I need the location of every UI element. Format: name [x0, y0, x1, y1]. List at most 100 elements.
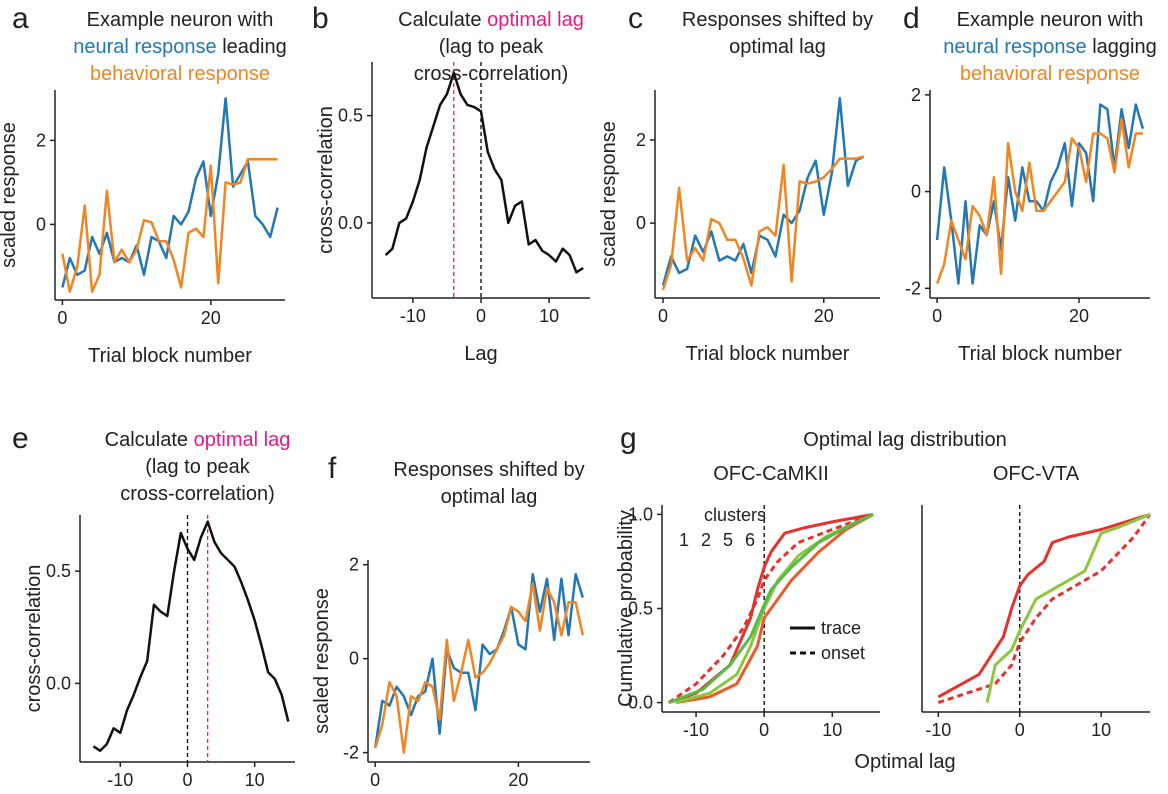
x-tick-label: 0 — [476, 306, 486, 326]
y-axis-label: scaled response — [0, 122, 20, 268]
title: neural response lagging — [943, 36, 1157, 58]
y-tick-label: 0 — [349, 649, 359, 669]
panel-letter: g — [620, 422, 637, 455]
x-tick-label: -10 — [107, 770, 133, 790]
y-axis-label: scaled response — [598, 121, 620, 267]
panel-letter: f — [328, 452, 337, 485]
title-segment: cross-correlation) — [120, 483, 274, 505]
title: Calculate optimal lag — [398, 9, 584, 31]
title-segment: optimal lag — [729, 36, 826, 58]
y-axis-label: cross-correlation — [315, 106, 337, 254]
line-series — [937, 513, 1152, 705]
panel-letter: e — [12, 422, 29, 455]
y-tick-label: 0.5 — [46, 561, 71, 581]
y-tick-label: 1.0 — [628, 504, 653, 524]
title: neural response leading — [73, 36, 287, 58]
line-series — [374, 582, 585, 754]
x-tick-label: 10 — [539, 306, 559, 326]
panel-letter: c — [628, 2, 643, 35]
line-series — [667, 512, 874, 704]
title: (lag to peak — [439, 36, 545, 58]
legend-title: clusters — [704, 505, 766, 525]
title: optimal lag — [729, 36, 826, 58]
title-segment: optimal lag — [487, 9, 584, 31]
title: (lag to peak — [145, 456, 251, 478]
x-tick-label: -10 — [400, 306, 426, 326]
x-tick-label: 0 — [182, 770, 192, 790]
panel-letter: a — [12, 2, 29, 35]
line-series — [373, 572, 584, 749]
line-series — [935, 117, 1143, 284]
title-segment: lagging — [1092, 36, 1157, 58]
title-segment: (lag to peak — [439, 36, 545, 58]
legend-entry: 1 — [679, 530, 689, 550]
title-segment: Example neuron with — [957, 9, 1144, 31]
title-segment: Example neuron with — [87, 9, 274, 31]
title: Calculate optimal lag — [105, 429, 291, 451]
line-series — [985, 513, 1151, 703]
x-tick-label: 20 — [1069, 306, 1089, 326]
y-tick-label: -2 — [905, 278, 921, 298]
title: cross-correlation) — [414, 63, 568, 85]
title-segment: behavioral response — [960, 63, 1140, 85]
y-axis-label: Cumulative probability — [615, 510, 637, 707]
legend-entry: 5 — [723, 530, 733, 550]
y-tick-label: 0.0 — [338, 213, 363, 233]
title-segment: Responses shifted by — [393, 459, 584, 481]
x-tick-label: 0 — [658, 306, 668, 326]
line-series — [937, 512, 1151, 699]
x-tick-label: 0 — [1015, 720, 1025, 740]
title-segment: optimal lag — [441, 486, 538, 508]
y-tick-label: 2 — [36, 130, 46, 150]
y-tick-label: 0.5 — [628, 599, 653, 619]
x-tick-label: 0 — [57, 308, 67, 328]
x-axis-label: Trial block number — [958, 343, 1122, 365]
y-axis-label: scaled response — [311, 588, 333, 734]
y-tick-label: 0 — [36, 214, 46, 234]
line-series — [384, 71, 584, 274]
y-tick-label: 0 — [911, 182, 921, 202]
y-tick-label: 0 — [636, 213, 646, 233]
line-series — [61, 97, 279, 288]
title-segment: optimal lag — [194, 429, 291, 451]
line-series — [661, 97, 865, 286]
title: Example neuron with — [957, 9, 1144, 31]
line-series — [675, 513, 874, 705]
title: cross-correlation) — [120, 483, 274, 505]
panel-letter: b — [312, 2, 329, 35]
y-tick-label: 0.5 — [338, 106, 363, 126]
title-segment: leading — [222, 36, 287, 58]
y-tick-label: 2 — [349, 555, 359, 575]
y-tick-label: 2 — [636, 130, 646, 150]
title-segment: Responses shifted by — [682, 9, 873, 31]
line-series — [935, 103, 1145, 285]
title-segment: Calculate — [105, 429, 188, 451]
title: Responses shifted by — [393, 459, 584, 481]
y-tick-label: 0.0 — [628, 693, 653, 713]
x-tick-label: 0 — [759, 720, 769, 740]
x-tick-label: 0 — [370, 770, 380, 790]
suptitle: Optimal lag distribution — [803, 429, 1006, 451]
title-segment: neural response — [943, 36, 1086, 58]
x-tick-label: 20 — [814, 306, 834, 326]
title: behavioral response — [90, 63, 270, 85]
x-tick-label: 0 — [932, 306, 942, 326]
x-tick-label: 20 — [508, 770, 528, 790]
line-series — [661, 155, 865, 291]
x-axis-label: Trial block number — [88, 345, 252, 367]
x-axis-label: Lag — [464, 343, 497, 365]
panel-letter: d — [903, 2, 920, 35]
title-segment: (lag to peak — [145, 456, 251, 478]
title: Example neuron with — [87, 9, 274, 31]
legend-entry: 2 — [701, 530, 711, 550]
legend-entry: 6 — [745, 530, 755, 550]
title-segment: cross-correlation) — [414, 63, 568, 85]
title-segment: neural response — [73, 36, 216, 58]
y-axis-label: cross-correlation — [23, 565, 45, 713]
x-tick-label: 10 — [822, 720, 842, 740]
x-tick-label: 10 — [1091, 720, 1111, 740]
title: optimal lag — [441, 486, 538, 508]
title-segment: Calculate — [398, 9, 481, 31]
x-tick-label: 20 — [201, 308, 221, 328]
